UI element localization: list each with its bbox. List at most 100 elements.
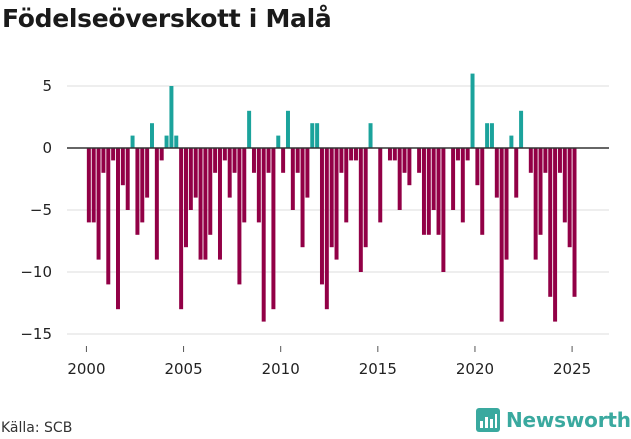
y-tick-label: −5 (30, 201, 52, 219)
bar (251, 148, 256, 173)
bar (164, 135, 169, 148)
bar (315, 123, 320, 148)
bar (106, 148, 111, 285)
source-note: Källa: SCB (1, 420, 73, 436)
bar (150, 123, 154, 148)
x-tick-label: 2005 (164, 360, 202, 378)
bar (465, 148, 470, 161)
bar (480, 148, 485, 235)
bar (514, 148, 519, 198)
bar (349, 148, 354, 161)
bar (455, 148, 460, 161)
bar (91, 148, 96, 223)
bar (295, 148, 300, 173)
bar (242, 148, 247, 223)
bar (509, 135, 514, 148)
x-tick-label: 2020 (456, 360, 494, 378)
x-tick-label: 2000 (67, 360, 105, 378)
bar (198, 148, 203, 260)
bar (499, 148, 504, 322)
bar (125, 148, 130, 210)
x-tick-label: 2010 (262, 360, 300, 378)
bar (485, 123, 490, 148)
bar (426, 148, 431, 235)
bar (470, 73, 475, 148)
bar (208, 148, 213, 235)
bar (475, 148, 480, 186)
bar (567, 148, 572, 248)
bar (441, 148, 446, 272)
x-axis-ticks: 2000 2005 2010 2015 2020 2025 (67, 346, 591, 378)
bar (213, 148, 218, 173)
bar (305, 148, 310, 198)
bar (543, 148, 548, 173)
bar (271, 148, 276, 310)
bar-chart: 5 0 −5 −10 −15 2000 2005 2010 2015 2020 2025 (20, 73, 609, 378)
bar (276, 135, 281, 148)
chart-title: Födelseöverskott i Malå (2, 4, 332, 33)
bar (344, 148, 349, 223)
y-tick-label: 0 (42, 139, 52, 157)
bar (460, 148, 465, 223)
bar (256, 148, 261, 223)
y-tick-label: −10 (20, 263, 52, 281)
bar (392, 148, 397, 161)
bar (324, 148, 329, 310)
bar (421, 148, 426, 235)
bar (261, 148, 266, 322)
bar (111, 148, 116, 161)
y-axis-ticks: 5 0 −5 −10 −15 (20, 77, 52, 343)
bar (281, 148, 286, 173)
bar (431, 148, 436, 210)
bar (179, 148, 184, 310)
bar (154, 148, 159, 260)
bar (504, 148, 509, 260)
bar (519, 110, 524, 148)
bars (86, 73, 577, 322)
bar (217, 148, 222, 260)
bar (548, 148, 553, 297)
bar (86, 148, 91, 223)
bar (203, 148, 208, 260)
bar (227, 148, 232, 198)
brand-name: Newsworthy (506, 408, 631, 432)
bar (353, 148, 358, 161)
bar (489, 123, 494, 148)
bar (145, 148, 150, 198)
bar (334, 148, 339, 260)
bar (130, 135, 135, 148)
y-tick-label: 5 (42, 77, 52, 95)
bar (101, 148, 106, 173)
bar (538, 148, 543, 235)
bar (562, 148, 567, 223)
bar (339, 148, 344, 173)
bar (193, 148, 198, 198)
bar (451, 148, 456, 210)
bar (169, 86, 174, 148)
bar (140, 148, 145, 223)
newsworthy-logo: Newsworthy (476, 408, 631, 432)
bar (402, 148, 407, 173)
bar (266, 148, 271, 173)
bar (222, 148, 227, 161)
bar (368, 123, 373, 148)
bar (329, 148, 334, 248)
bar (378, 148, 383, 223)
bar (436, 148, 441, 235)
bar (528, 148, 533, 173)
bar (572, 148, 577, 297)
bar (159, 148, 164, 161)
bar (407, 148, 412, 186)
bar (135, 148, 140, 235)
bar (247, 110, 252, 148)
bar (232, 148, 237, 173)
bar (358, 148, 363, 272)
bar (387, 148, 392, 161)
x-tick-label: 2015 (359, 360, 397, 378)
bar (120, 148, 125, 186)
x-tick-label: 2025 (553, 360, 591, 378)
bar (96, 148, 101, 260)
bar (553, 148, 558, 322)
bar (188, 148, 193, 210)
bar (116, 148, 120, 310)
